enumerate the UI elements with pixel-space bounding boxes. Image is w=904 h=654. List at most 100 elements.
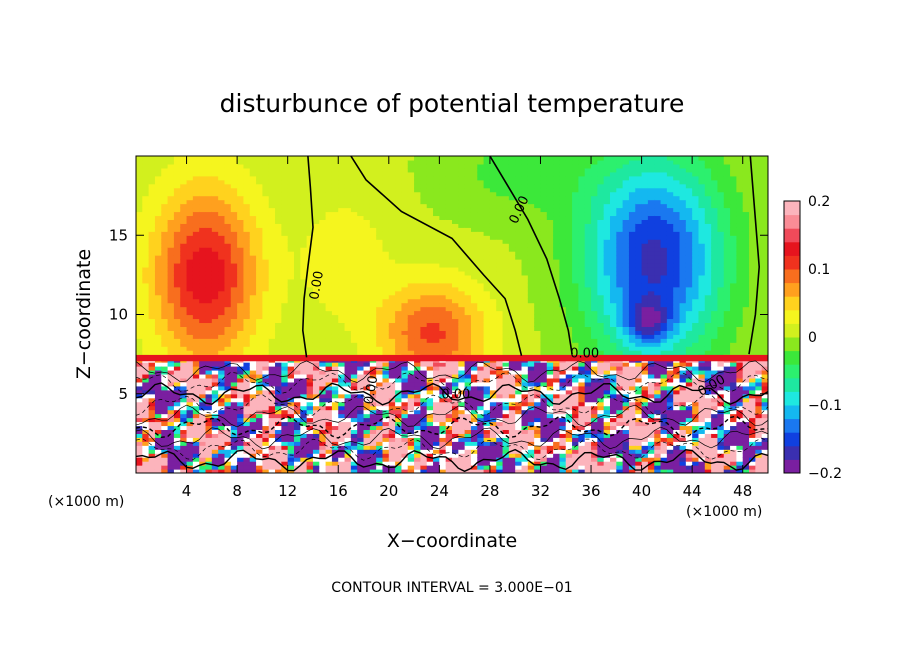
field-cell (420, 211, 428, 217)
field-cell (300, 461, 308, 466)
field-cell (312, 381, 320, 387)
field-cell (388, 441, 396, 446)
field-cell (256, 369, 263, 375)
field-cell (319, 385, 327, 391)
field-cell (300, 326, 308, 331)
field-cell (382, 314, 390, 320)
field-cell (388, 342, 396, 347)
field-cell (180, 175, 188, 181)
field-cell (199, 266, 207, 272)
field-cell (312, 167, 320, 173)
field-cell (325, 207, 333, 213)
field-cell (211, 215, 219, 220)
field-cell (483, 156, 491, 161)
field-cell (136, 461, 143, 466)
field-cell (218, 266, 226, 272)
field-cell (433, 163, 440, 169)
field-cell (167, 461, 175, 466)
field-cell (388, 401, 396, 407)
field-cell (401, 389, 409, 395)
field-cell (180, 421, 188, 427)
field-cell (306, 330, 314, 335)
field-cell (154, 251, 162, 256)
field-cell (173, 199, 181, 205)
field-cell (294, 393, 301, 399)
field-cell (249, 306, 257, 312)
field-cell (350, 326, 358, 331)
field-cell (388, 251, 396, 256)
field-cell (243, 330, 251, 335)
field-cell (376, 219, 384, 224)
field-cell (508, 350, 516, 355)
field-cell (173, 457, 181, 462)
field-cell (376, 469, 384, 473)
field-cell (224, 346, 232, 351)
field-cell (458, 381, 466, 387)
field-cell (306, 437, 314, 442)
field-cell (452, 175, 459, 181)
field-cell (458, 235, 466, 240)
field-cell (275, 445, 282, 450)
field-cell (161, 262, 169, 268)
field-cell (401, 314, 409, 320)
field-cell (167, 377, 175, 383)
field-cell (249, 259, 257, 264)
field-cell (401, 187, 409, 193)
field-cell (268, 223, 276, 228)
field-cell (401, 179, 409, 185)
field-cell (294, 314, 301, 320)
field-cell (148, 266, 156, 272)
field-cell (205, 425, 213, 431)
field-cell (148, 465, 156, 470)
field-cell (515, 373, 523, 379)
field-cell (294, 203, 301, 209)
field-cell (521, 350, 529, 355)
field-cell (338, 326, 346, 331)
field-cell (275, 369, 282, 375)
field-cell (376, 270, 384, 276)
field-cell (211, 385, 219, 391)
field-cell (426, 282, 434, 288)
field-cell (154, 294, 162, 300)
field-cell (502, 195, 510, 201)
field-cell (161, 255, 169, 260)
field-cell (224, 373, 232, 379)
field-cell (180, 350, 188, 355)
field-cell (489, 381, 497, 387)
field-cell (249, 223, 257, 228)
field-cell (382, 270, 390, 276)
field-cell (338, 433, 346, 438)
field-cell (489, 449, 497, 454)
field-cell (458, 215, 466, 220)
field-cell (249, 298, 257, 304)
field-cell (275, 211, 282, 217)
field-cell (142, 171, 150, 177)
field-cell (205, 385, 213, 391)
field-cell (369, 219, 377, 224)
field-cell (249, 247, 257, 252)
field-cell (142, 310, 150, 316)
field-cell (331, 445, 339, 450)
field-cell (319, 326, 327, 331)
field-cell (211, 274, 219, 280)
field-cell (344, 326, 352, 331)
field-cell (262, 389, 270, 395)
field-cell (483, 346, 491, 351)
field-cell (439, 338, 447, 343)
field-cell (508, 393, 516, 399)
field-cell (515, 425, 523, 431)
field-cell (350, 318, 358, 324)
field-cell (161, 346, 169, 351)
field-cell (363, 167, 371, 173)
field-cell (173, 259, 181, 264)
field-cell (527, 433, 535, 438)
field-cell (350, 247, 358, 252)
field-cell (230, 163, 238, 169)
field-cell (496, 156, 504, 161)
field-cell (502, 175, 510, 181)
field-cell (249, 175, 257, 181)
field-cell (199, 449, 207, 454)
field-cell (180, 393, 188, 399)
field-cell (369, 346, 377, 351)
field-cell (489, 179, 497, 185)
